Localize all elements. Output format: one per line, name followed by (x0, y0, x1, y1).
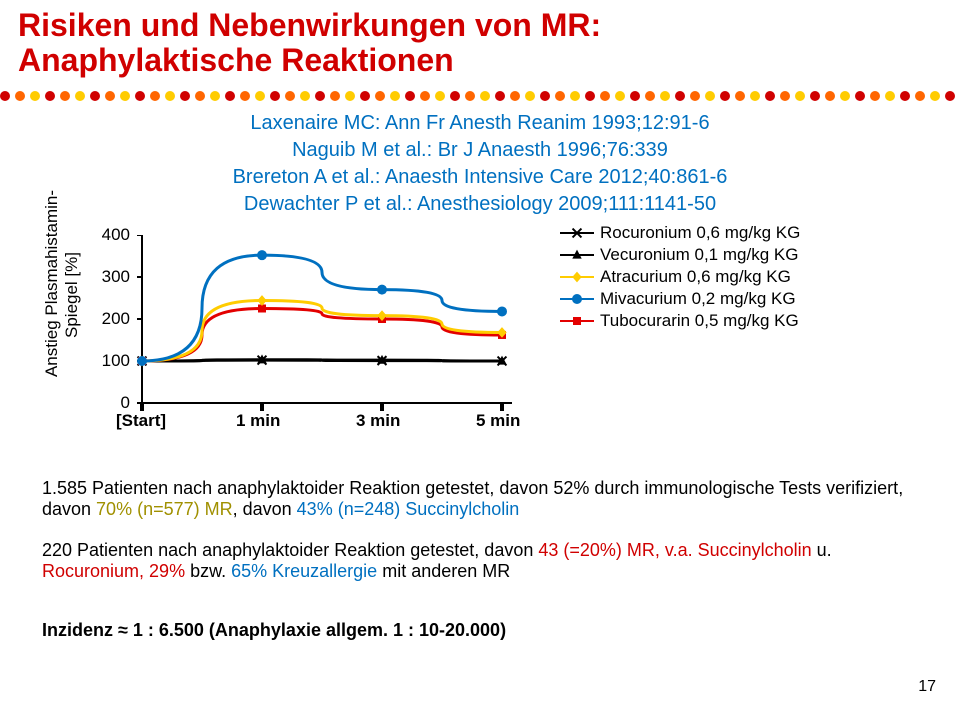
reference-line: Laxenaire MC: Ann Fr Anesth Reanim 1993;… (0, 110, 960, 137)
chart-plot (132, 235, 542, 413)
title-line-2: Anaphylaktische Reaktionen (18, 43, 942, 78)
slide-title: Risiken und Nebenwirkungen von MR: Anaph… (0, 0, 960, 78)
separator-dots (0, 88, 960, 104)
reference-line: Dewachter P et al.: Anesthesiology 2009;… (0, 191, 960, 218)
study-paragraph-2: 220 Patienten nach anaphylaktoider Reakt… (42, 540, 922, 582)
y-axis-label: Anstieg Plasmahistamin-Spiegel [%] (22, 195, 102, 395)
chart-legend: Rocuronium 0,6 mg/kg KGVecuronium 0,1 mg… (560, 223, 800, 333)
title-line-1: Risiken und Nebenwirkungen von MR: (18, 8, 942, 43)
incidence-line: Inzidenz ≈ 1 : 6.500 (Anaphylaxie allgem… (42, 620, 922, 641)
references-block: Laxenaire MC: Ann Fr Anesth Reanim 1993;… (0, 110, 960, 218)
reference-line: Naguib M et al.: Br J Anaesth 1996;76:33… (0, 137, 960, 164)
page-number: 17 (918, 678, 936, 696)
study-paragraph-1: 1.585 Patienten nach anaphylaktoider Rea… (42, 478, 922, 520)
histamine-chart: Anstieg Plasmahistamin-Spiegel [%] 01002… (70, 235, 890, 465)
reference-line: Brereton A et al.: Anaesth Intensive Car… (0, 164, 960, 191)
